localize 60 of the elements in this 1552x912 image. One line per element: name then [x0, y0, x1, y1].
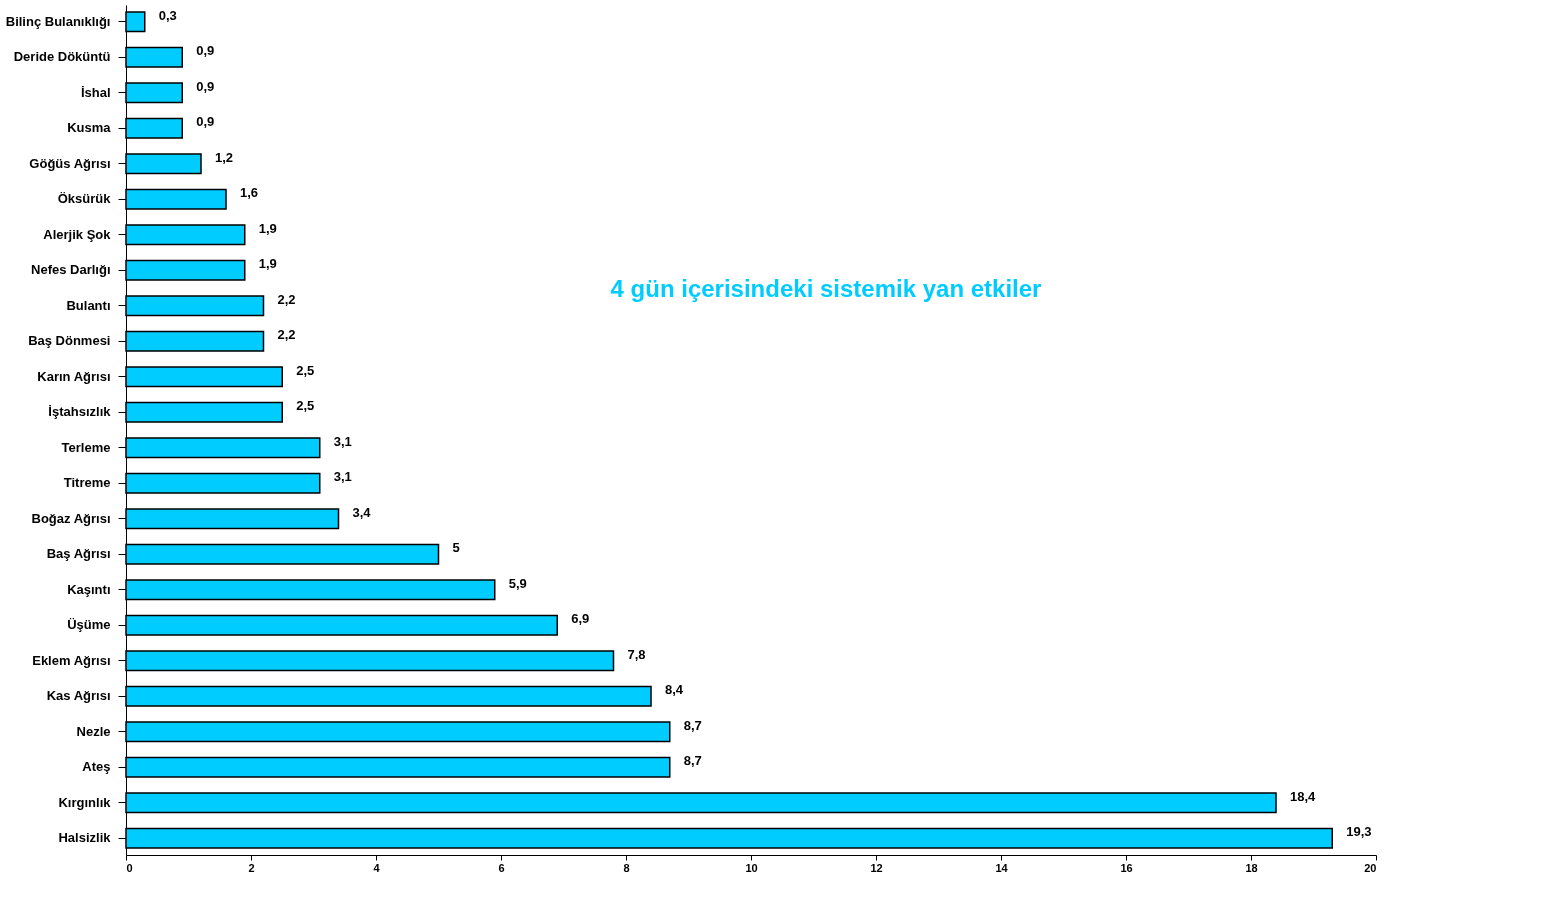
y-tick-label: Öksürük: [57, 191, 112, 207]
y-tick-label: Kas Ağrısı: [46, 688, 111, 704]
data-label: 2,5: [296, 398, 315, 414]
x-tick-label: 16: [1120, 861, 1133, 874]
y-tick-label: İshal: [80, 84, 111, 100]
data-label: 19,3: [1346, 824, 1372, 840]
data-label: 2,2: [277, 291, 296, 307]
y-tick-label: Eklem Ağrısı: [32, 652, 111, 668]
data-label: 5: [452, 540, 460, 556]
y-tick-label: Deride Döküntü: [13, 49, 111, 65]
x-tick-label: 8: [623, 861, 630, 874]
x-tick-label: 12: [870, 861, 883, 874]
y-tick-label: Ateş: [82, 759, 111, 775]
y-tick-label: Bulantı: [66, 297, 111, 313]
x-tick-label: 2: [248, 861, 255, 874]
data-label: 1,9: [258, 256, 277, 272]
x-tick-label: 4: [373, 861, 381, 874]
data-label: 3,4: [352, 504, 372, 520]
y-tick-label: Halsizlik: [58, 830, 112, 846]
x-tick-label: 18: [1245, 861, 1258, 874]
data-label: 1,2: [215, 149, 234, 165]
data-label: 3,1: [333, 469, 352, 485]
data-label: 0,9: [196, 78, 215, 94]
y-tick-label: Kusma: [67, 120, 112, 136]
y-tick-label: Göğüs Ağrısı: [29, 155, 111, 171]
y-tick-label: İştahsızlık: [48, 404, 112, 420]
data-label: 8,4: [665, 682, 684, 698]
data-label: 2,2: [277, 327, 296, 343]
y-tick-label: Bilinç Bulanıklığı: [5, 13, 111, 29]
data-label: 6,9: [571, 611, 590, 627]
y-tick-label: Nezle: [76, 723, 111, 739]
data-label: 0,9: [196, 114, 215, 130]
y-tick-label: Baş Ağrısı: [46, 546, 111, 562]
data-label: 0,3: [158, 7, 177, 23]
data-label: 18,4: [1290, 788, 1317, 804]
y-tick-label: Nefes Darlığı: [31, 262, 111, 278]
data-label: 3,1: [333, 433, 352, 449]
y-tick-label: Kırgınlık: [58, 794, 112, 810]
data-label: 5,9: [508, 575, 527, 591]
x-tick-label: 6: [498, 861, 505, 874]
y-tick-label: Karın Ağrısı: [37, 368, 111, 384]
x-tick-label: 0: [126, 861, 133, 874]
y-tick-label: Üşüme: [67, 617, 111, 633]
y-tick-label: Boğaz Ağrısı: [31, 510, 111, 526]
x-tick-label: 10: [745, 861, 758, 874]
x-tick-label: 14: [995, 861, 1009, 874]
y-tick-label: Baş Dönmesi: [28, 333, 111, 349]
y-tick-label: Alerjik Şok: [43, 226, 112, 242]
data-label: 0,9: [196, 43, 215, 59]
text: 4 gün içerisindeki sistemik yan etkiler: [610, 275, 1042, 302]
y-tick-label: Kaşıntı: [67, 581, 111, 597]
data-label: 8,7: [683, 717, 702, 733]
data-label: 7,8: [627, 646, 646, 662]
data-label: 1,9: [258, 220, 277, 236]
data-label: 8,7: [683, 753, 702, 769]
y-tick-label: Titreme: [63, 475, 111, 491]
data-label: 1,6: [240, 185, 259, 201]
y-tick-label: Terleme: [61, 439, 111, 455]
x-tick-label: 20: [1364, 861, 1377, 874]
data-label: 2,5: [296, 362, 315, 378]
